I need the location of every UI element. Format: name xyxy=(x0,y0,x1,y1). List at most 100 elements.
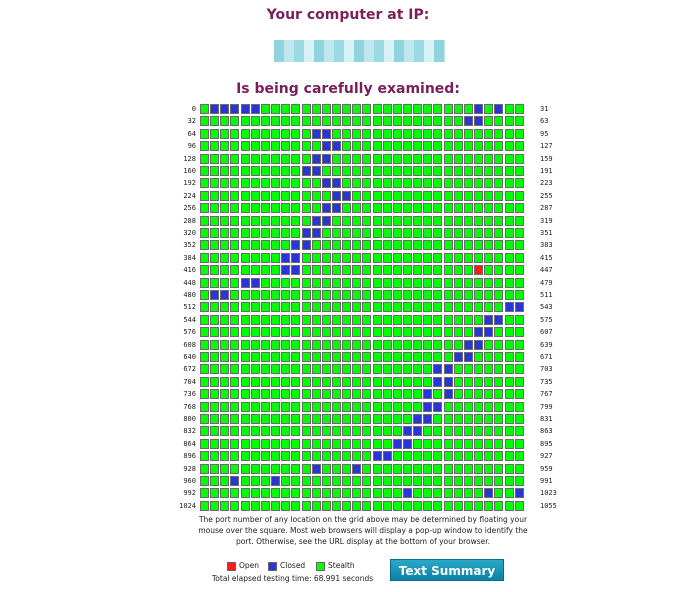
port-cell-stealth[interactable] xyxy=(281,364,291,375)
port-cell-stealth[interactable] xyxy=(433,389,443,400)
port-cell-stealth[interactable] xyxy=(494,277,504,288)
port-cell-stealth[interactable] xyxy=(230,414,240,424)
port-cell-stealth[interactable] xyxy=(220,190,230,201)
port-cell-stealth[interactable] xyxy=(240,203,250,214)
port-cell-stealth[interactable] xyxy=(494,178,504,189)
port-cell-stealth[interactable] xyxy=(210,302,220,313)
port-cell-stealth[interactable] xyxy=(474,290,484,300)
port-cell-stealth[interactable] xyxy=(230,215,240,226)
port-cell-stealth[interactable] xyxy=(311,438,321,449)
port-cell-stealth[interactable] xyxy=(382,215,392,226)
port-cell-stealth[interactable] xyxy=(352,327,362,338)
port-cell-stealth[interactable] xyxy=(281,476,291,486)
port-cell-stealth[interactable] xyxy=(372,240,382,251)
port-cell-stealth[interactable] xyxy=(403,190,412,201)
port-cell-stealth[interactable] xyxy=(514,327,524,338)
port-cell-stealth[interactable] xyxy=(281,141,291,152)
port-cell-stealth[interactable] xyxy=(372,426,382,437)
port-cell-stealth[interactable] xyxy=(494,476,504,486)
port-cell-stealth[interactable] xyxy=(281,166,291,176)
port-cell-stealth[interactable] xyxy=(321,401,331,412)
port-cell-stealth[interactable] xyxy=(291,463,301,474)
port-cell-stealth[interactable] xyxy=(484,376,494,387)
port-cell-stealth[interactable] xyxy=(453,228,463,238)
port-cell-stealth[interactable] xyxy=(423,277,433,288)
port-cell-stealth[interactable] xyxy=(423,438,433,449)
port-cell-stealth[interactable] xyxy=(433,290,443,300)
port-cell-stealth[interactable] xyxy=(250,215,260,226)
port-cell-stealth[interactable] xyxy=(474,476,484,486)
port-cell-stealth[interactable] xyxy=(331,451,341,462)
port-cell-stealth[interactable] xyxy=(250,352,260,362)
port-cell-stealth[interactable] xyxy=(230,203,240,214)
port-cell-stealth[interactable] xyxy=(423,463,433,474)
port-cell-stealth[interactable] xyxy=(413,364,423,375)
port-cell-stealth[interactable] xyxy=(362,314,372,325)
port-cell-stealth[interactable] xyxy=(382,364,392,375)
port-cell-stealth[interactable] xyxy=(423,302,433,313)
port-cell-closed[interactable] xyxy=(514,302,524,313)
port-cell-stealth[interactable] xyxy=(403,128,412,139)
port-cell-stealth[interactable] xyxy=(362,228,372,238)
port-cell-stealth[interactable] xyxy=(342,314,352,325)
port-cell-stealth[interactable] xyxy=(382,166,392,176)
port-cell-stealth[interactable] xyxy=(443,352,453,362)
port-cell-stealth[interactable] xyxy=(200,339,209,350)
port-cell-stealth[interactable] xyxy=(291,203,301,214)
port-cell-stealth[interactable] xyxy=(392,364,402,375)
port-cell-stealth[interactable] xyxy=(504,104,514,114)
port-cell-stealth[interactable] xyxy=(220,500,230,511)
port-cell-stealth[interactable] xyxy=(392,451,402,462)
port-cell-closed[interactable] xyxy=(321,128,331,139)
port-cell-stealth[interactable] xyxy=(331,128,341,139)
port-cell-closed[interactable] xyxy=(250,277,260,288)
port-cell-stealth[interactable] xyxy=(423,240,433,251)
port-cell-stealth[interactable] xyxy=(423,228,433,238)
port-cell-stealth[interactable] xyxy=(260,265,270,276)
port-cell-stealth[interactable] xyxy=(443,401,453,412)
port-cell-stealth[interactable] xyxy=(331,426,341,437)
port-cell-stealth[interactable] xyxy=(362,389,372,400)
port-cell-stealth[interactable] xyxy=(504,277,514,288)
port-cell-stealth[interactable] xyxy=(331,215,341,226)
port-cell-stealth[interactable] xyxy=(514,401,524,412)
port-cell-stealth[interactable] xyxy=(504,252,514,263)
port-cell-stealth[interactable] xyxy=(362,265,372,276)
port-cell-stealth[interactable] xyxy=(392,277,402,288)
port-cell-stealth[interactable] xyxy=(240,339,250,350)
port-cell-stealth[interactable] xyxy=(433,141,443,152)
port-cell-stealth[interactable] xyxy=(392,141,402,152)
port-cell-stealth[interactable] xyxy=(271,426,281,437)
port-cell-stealth[interactable] xyxy=(484,203,494,214)
port-cell-stealth[interactable] xyxy=(433,463,443,474)
port-cell-stealth[interactable] xyxy=(331,166,341,176)
port-cell-stealth[interactable] xyxy=(291,327,301,338)
port-cell-stealth[interactable] xyxy=(484,438,494,449)
port-cell-stealth[interactable] xyxy=(301,190,311,201)
port-cell-open[interactable] xyxy=(474,265,484,276)
port-cell-stealth[interactable] xyxy=(352,389,362,400)
port-cell-stealth[interactable] xyxy=(230,488,240,499)
port-cell-stealth[interactable] xyxy=(423,265,433,276)
port-cell-stealth[interactable] xyxy=(240,476,250,486)
port-cell-stealth[interactable] xyxy=(281,488,291,499)
port-cell-stealth[interactable] xyxy=(403,141,412,152)
port-cell-stealth[interactable] xyxy=(311,476,321,486)
port-cell-stealth[interactable] xyxy=(362,488,372,499)
port-cell-stealth[interactable] xyxy=(494,265,504,276)
port-cell-stealth[interactable] xyxy=(311,488,321,499)
port-cell-stealth[interactable] xyxy=(504,364,514,375)
port-cell-stealth[interactable] xyxy=(372,500,382,511)
port-cell-closed[interactable] xyxy=(403,488,412,499)
port-cell-stealth[interactable] xyxy=(392,265,402,276)
port-cell-stealth[interactable] xyxy=(210,190,220,201)
port-cell-stealth[interactable] xyxy=(271,265,281,276)
port-cell-stealth[interactable] xyxy=(463,438,473,449)
port-cell-stealth[interactable] xyxy=(433,339,443,350)
port-cell-stealth[interactable] xyxy=(453,426,463,437)
port-cell-stealth[interactable] xyxy=(331,463,341,474)
port-cell-stealth[interactable] xyxy=(382,252,392,263)
port-cell-stealth[interactable] xyxy=(362,215,372,226)
port-cell-closed[interactable] xyxy=(484,488,494,499)
port-cell-stealth[interactable] xyxy=(250,252,260,263)
